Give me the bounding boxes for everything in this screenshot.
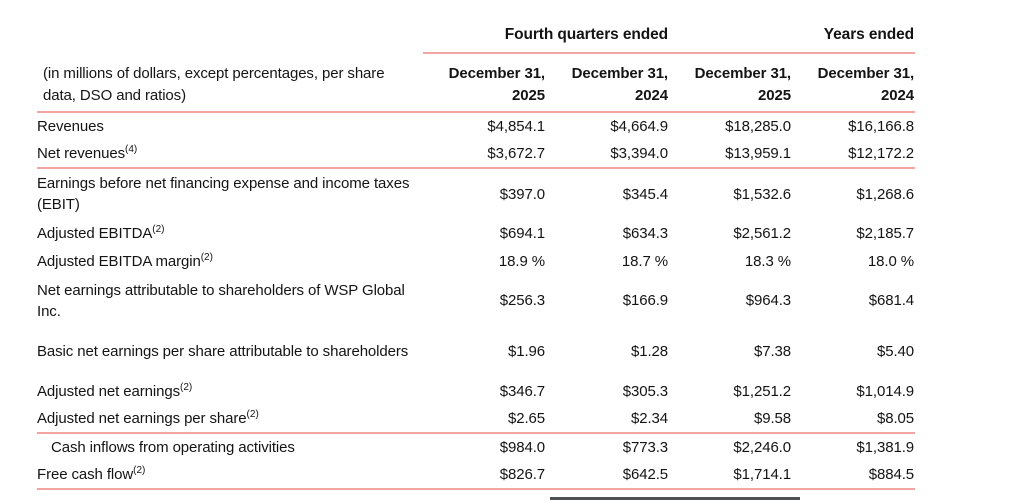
corner-spacer xyxy=(37,20,423,53)
cell-value: $773.3 xyxy=(622,439,668,456)
column-header-year: 2024 xyxy=(881,87,915,104)
group-header-years-ended: Years ended xyxy=(669,20,916,54)
cell-value: $9.58 xyxy=(669,405,792,434)
footnote-ref: (2) xyxy=(246,409,259,420)
footnote-ref: (2) xyxy=(200,251,213,263)
row-label: Adjusted net earnings(2) xyxy=(37,381,193,400)
cell-value: $2,246.0 xyxy=(733,439,791,456)
cell-value: $397.0 xyxy=(499,185,545,203)
cell-value: $3,394.0 xyxy=(546,140,669,169)
row-label: Basic net earnings per share attributabl… xyxy=(37,343,409,360)
cell-value: $1.96 xyxy=(507,343,545,360)
cell-value: $166.9 xyxy=(622,292,668,309)
column-header-date: December 31, xyxy=(571,65,668,82)
row-label: Revenues xyxy=(37,118,104,135)
cell-value: $12,172.2 xyxy=(792,140,916,169)
cell-value: $1,532.6 xyxy=(733,185,791,203)
cell-value: $984.0 xyxy=(499,439,545,456)
row-label: Adjusted EBITDA(2) xyxy=(37,223,165,242)
cell-value: $642.5 xyxy=(546,461,669,490)
bottom-rule-dark-segment xyxy=(550,497,800,500)
units-note: (in millions of dollars, except percenta… xyxy=(37,53,423,113)
table-row: Net revenues(4) $3,672.7 $3,394.0 $13,959.1… xyxy=(37,140,916,169)
column-header-q4-2025: December 31, 2025 xyxy=(423,53,546,113)
table-body: Revenues $4,854.1 $4,664.9 $18,285.0 $16,166… xyxy=(37,112,916,490)
cell-value: $346.7 xyxy=(499,382,545,400)
cell-value: $1,014.9 xyxy=(856,382,915,400)
cell-value: $634.3 xyxy=(622,224,668,242)
row-label: Net earnings attributable to shareholder… xyxy=(37,281,405,320)
table-row: Free cash flow(2) $826.7 $642.5 $1,714.1 $88… xyxy=(37,461,916,490)
column-header-date: December 31, xyxy=(448,65,545,82)
cell-value: $2,185.7 xyxy=(856,224,915,242)
column-header-date: December 31, xyxy=(817,65,915,82)
financial-summary-table: Fourth quarters ended Years ended (in mi… xyxy=(37,20,916,490)
column-header-date: December 31, xyxy=(694,65,791,82)
row-label: Adjusted net earnings per share(2) xyxy=(37,405,423,434)
cell-value: $884.5 xyxy=(792,461,916,490)
cell-value: 18.9 % xyxy=(498,252,545,270)
table-row: Adjusted net earnings(2) $346.7 $305.3 $1,2… xyxy=(37,377,915,405)
cell-value: $8.05 xyxy=(792,405,916,434)
column-header-year-2024: December 31, 2024 xyxy=(792,53,916,113)
table-row: Revenues $4,854.1 $4,664.9 $18,285.0 $16,166… xyxy=(37,112,915,140)
column-header-q4-2024: December 31, 2024 xyxy=(546,53,669,113)
column-header-year: 2024 xyxy=(635,87,668,104)
column-header-year: 2025 xyxy=(758,87,791,104)
column-group-row: Fourth quarters ended Years ended xyxy=(37,20,916,54)
cell-value: $1,381.9 xyxy=(856,439,915,456)
table-row: Basic net earnings per share attributabl… xyxy=(37,326,915,377)
row-label: Cash inflows from operating activities xyxy=(51,439,295,456)
cell-value: $2.65 xyxy=(423,405,546,434)
footnote-ref: (4) xyxy=(125,144,138,155)
row-label: Earnings before net financing expense an… xyxy=(37,175,410,213)
table-row: Adjusted net earnings per share(2) $2.65 $… xyxy=(37,405,916,434)
cell-value: 18.7 % xyxy=(621,252,668,270)
cell-value: $256.3 xyxy=(499,292,545,309)
cell-value: $681.4 xyxy=(868,292,915,309)
column-header-year-2025: December 31, 2025 xyxy=(669,53,792,113)
cell-value: $4,854.1 xyxy=(487,118,545,135)
table-header: Fourth quarters ended Years ended (in mi… xyxy=(37,20,916,113)
group-header-fourth-quarters: Fourth quarters ended xyxy=(423,20,669,54)
row-label: Adjusted EBITDA margin(2) xyxy=(37,251,213,270)
table-row: Adjusted EBITDA(2) $694.1 $634.3 $2,561.2 $2… xyxy=(37,219,915,247)
cell-value: $5.40 xyxy=(876,343,915,360)
cell-value: $826.7 xyxy=(423,461,546,490)
cell-value: $1,714.1 xyxy=(669,461,792,490)
footnote-ref: (2) xyxy=(152,223,165,235)
table-row: Cash inflows from operating activities $9… xyxy=(37,433,915,461)
row-label: Net revenues(4) xyxy=(37,140,423,169)
cell-value: 18.3 % xyxy=(744,252,791,270)
cell-value: $4,664.9 xyxy=(610,118,668,135)
cell-value: $2,561.2 xyxy=(733,224,791,242)
cell-value: $305.3 xyxy=(622,382,668,400)
cell-value: $18,285.0 xyxy=(725,118,791,135)
cell-value: $1.28 xyxy=(630,343,668,360)
cell-value: $1,268.6 xyxy=(856,185,915,203)
row-label: Free cash flow(2) xyxy=(37,461,423,490)
cell-value: $1,251.2 xyxy=(733,382,791,400)
cell-value: $7.38 xyxy=(753,343,791,360)
cell-value: $13,959.1 xyxy=(669,140,792,169)
cell-value: $2.34 xyxy=(546,405,669,434)
footnote-ref: (2) xyxy=(133,465,146,476)
table-row: Net earnings attributable to shareholder… xyxy=(37,275,915,326)
cell-value: 18.0 % xyxy=(867,252,915,270)
column-header-row: (in millions of dollars, except percenta… xyxy=(37,53,916,113)
cell-value: $16,166.8 xyxy=(848,118,915,135)
table-row: Adjusted EBITDA margin(2) 18.9 % 18.7 % 18.… xyxy=(37,247,915,275)
cell-value: $345.4 xyxy=(622,185,668,203)
column-header-year: 2025 xyxy=(512,87,545,104)
footnote-ref: (2) xyxy=(180,381,193,393)
financial-summary-section: Fourth quarters ended Years ended (in mi… xyxy=(37,20,916,500)
cell-value: $964.3 xyxy=(745,292,791,309)
cell-value: $3,672.7 xyxy=(423,140,546,169)
table-row: Earnings before net financing expense an… xyxy=(37,168,915,219)
cell-value: $694.1 xyxy=(499,224,545,242)
